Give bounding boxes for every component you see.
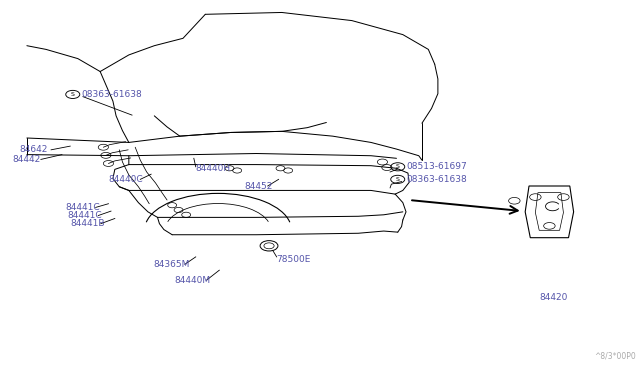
Text: 08513-61697: 08513-61697 [406,162,467,171]
Text: 84440M: 84440M [175,276,211,285]
Text: 84441C: 84441C [65,203,100,212]
Text: 78500E: 78500E [276,254,311,264]
Text: 84365M: 84365M [153,260,189,269]
Text: 84440C: 84440C [108,175,143,184]
Text: 84452: 84452 [245,182,273,191]
Text: 84440H: 84440H [196,164,231,173]
Text: 08363-61638: 08363-61638 [406,175,467,184]
Text: 08363-61638: 08363-61638 [82,90,143,99]
Text: 84441B: 84441B [70,219,105,228]
Text: S: S [71,92,75,97]
Text: 84441C: 84441C [68,211,102,220]
Text: S: S [396,177,399,182]
Text: 84442: 84442 [13,155,41,164]
Text: S: S [396,164,399,169]
Text: 84420: 84420 [540,293,568,302]
Text: 84642: 84642 [19,145,47,154]
Text: ^8/3*00P0: ^8/3*00P0 [595,351,636,360]
